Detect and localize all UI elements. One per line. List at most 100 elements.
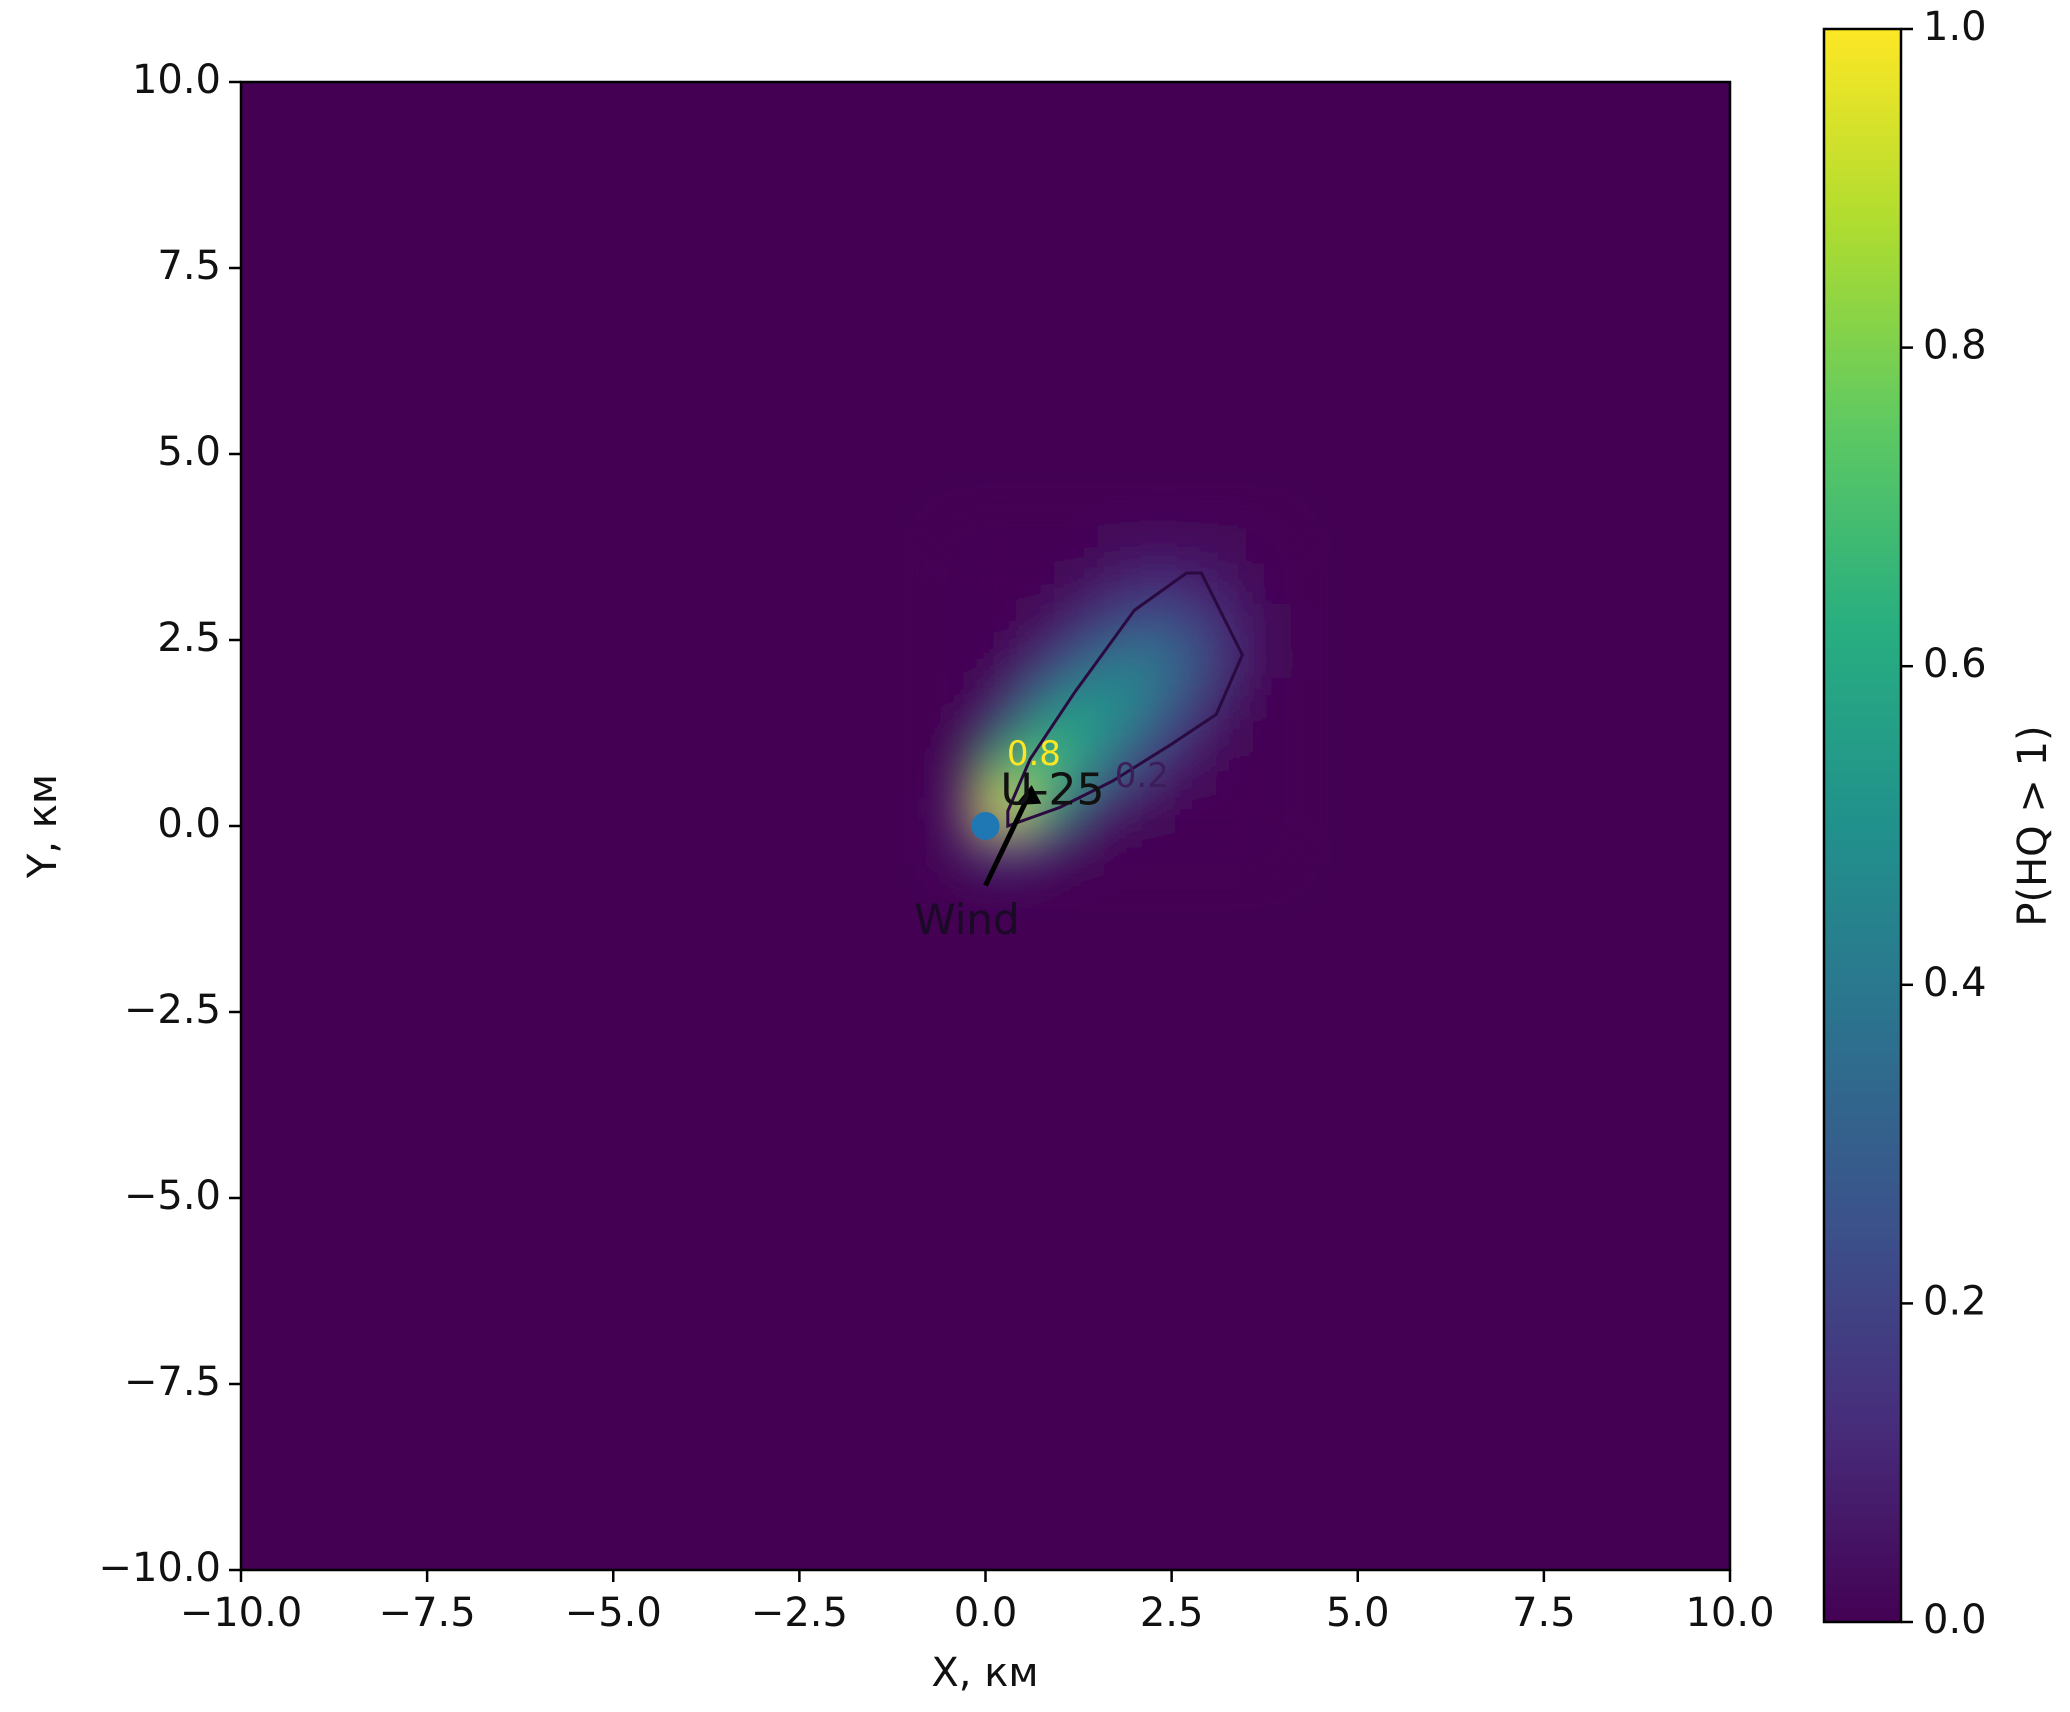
x-tick-label: 0.0	[954, 1590, 1018, 1636]
heat-cell	[1022, 602, 1061, 641]
heat-cell	[1134, 528, 1173, 567]
y-tick-label: 10.0	[132, 57, 221, 103]
heat-cell	[1246, 528, 1285, 567]
heat-cell	[1246, 640, 1285, 679]
y-tick-label: −2.5	[124, 987, 221, 1033]
heat-cell	[1097, 788, 1136, 827]
heat-cell	[1246, 602, 1285, 641]
heat-cell	[1134, 602, 1173, 641]
wind-arrow	[983, 791, 1033, 887]
x-tick-label: −2.5	[751, 1590, 848, 1636]
source-marker	[971, 812, 1000, 840]
contour-line	[1006, 571, 1245, 829]
contour-label: 0.2	[1115, 756, 1169, 796]
heat-cell	[1059, 677, 1099, 716]
heat-cell	[985, 640, 1024, 679]
heat-cell	[985, 751, 1024, 790]
y-tick-label: 5.0	[157, 429, 221, 475]
heat-cell	[948, 640, 987, 679]
heat-cell	[1171, 714, 1210, 753]
colorbar-tick-label: 0.8	[1923, 323, 1987, 369]
wind-arrowhead	[1015, 785, 1042, 806]
heat-cell	[1059, 714, 1099, 753]
x-tick-label: 2.5	[1140, 1590, 1204, 1636]
heat-cell	[948, 714, 987, 753]
overlay: 0.8 0.2 U-25 Wind	[914, 571, 1245, 944]
heat-cell	[1208, 677, 1248, 716]
heat-cell	[1246, 677, 1285, 716]
heat-cell	[1208, 788, 1248, 827]
y-tick-label: 0.0	[157, 801, 221, 847]
heat-cell	[1134, 677, 1173, 716]
heat-cell	[985, 528, 1024, 567]
heat-cell	[1171, 602, 1210, 641]
heatmap	[948, 528, 1285, 865]
colorbar-label: P(HQ > 1)	[2010, 725, 2056, 926]
heat-cell	[948, 751, 987, 790]
heat-cell	[1246, 826, 1285, 865]
y-tick-label: 7.5	[157, 243, 221, 289]
heat-cell	[1059, 788, 1099, 827]
heat-cell	[1022, 826, 1061, 865]
heat-cell	[1171, 826, 1210, 865]
x-tick-label: −10.0	[180, 1590, 303, 1636]
heat-cell	[948, 528, 987, 567]
y-tick-label: −7.5	[124, 1359, 221, 1405]
x-tick-label: −7.5	[379, 1590, 476, 1636]
heat-cell	[1097, 565, 1136, 604]
heat-cell	[1171, 565, 1210, 604]
heat-cell	[1059, 528, 1099, 567]
heat-cell	[1097, 528, 1136, 567]
heat-cell	[1097, 677, 1136, 716]
heat-cell	[1208, 714, 1248, 753]
heat-cell	[1097, 640, 1136, 679]
wind-label: Wind	[914, 895, 1020, 944]
heat-cell	[1134, 788, 1173, 827]
y-tick-label: −10.0	[98, 1545, 221, 1591]
heat-cell	[948, 677, 987, 716]
heat-cell	[985, 677, 1024, 716]
heat-cell	[985, 602, 1024, 641]
colorbar-tick-label: 0.2	[1923, 1278, 1987, 1324]
heat-cell	[1134, 751, 1173, 790]
heat-cell	[1022, 677, 1061, 716]
contour-label: 0.8	[1007, 734, 1061, 774]
heat-cell	[1246, 788, 1285, 827]
heat-cell	[1134, 826, 1173, 865]
heat-cell	[985, 714, 1024, 753]
heat-cell	[1171, 528, 1210, 567]
heat-cell	[1246, 565, 1285, 604]
y-axis-label: Y, км	[20, 774, 66, 879]
heat-cell	[1208, 826, 1248, 865]
heat-cell	[1022, 528, 1061, 567]
heat-cell	[1022, 565, 1061, 604]
y-tick-label: −5.0	[124, 1173, 221, 1219]
x-axis-label: X, км	[931, 1650, 1038, 1696]
x-tick-label: −5.0	[565, 1590, 662, 1636]
heat-cell	[948, 602, 987, 641]
heat-cell	[1171, 640, 1210, 679]
colorbar-tick-label: 0.4	[1923, 960, 1987, 1006]
heat-cell	[1171, 788, 1210, 827]
heat-cell	[1097, 826, 1136, 865]
heat-cell	[1246, 714, 1285, 753]
colorbar-tick-label: 0.0	[1923, 1597, 1987, 1643]
heat-cell	[1208, 751, 1248, 790]
x-tick-label: 10.0	[1685, 1590, 1774, 1636]
heat-cell	[1022, 640, 1061, 679]
colorbar-tick-label: 0.6	[1923, 641, 1987, 687]
x-tick-label: 7.5	[1512, 1590, 1576, 1636]
colorbar-tick-label: 1.0	[1923, 4, 1987, 50]
heat-cell	[1208, 528, 1248, 567]
heat-cell	[1208, 602, 1248, 641]
x-tick-label: 5.0	[1326, 1590, 1390, 1636]
colorbar	[1822, 27, 1903, 1624]
heat-cell	[1059, 826, 1099, 865]
heat-cell	[1059, 565, 1099, 604]
heat-cell	[1171, 677, 1210, 716]
heat-cell	[1171, 751, 1210, 790]
heat-cell	[1246, 751, 1285, 790]
heat-cell	[985, 565, 1024, 604]
station-label: U-25	[1000, 765, 1104, 816]
